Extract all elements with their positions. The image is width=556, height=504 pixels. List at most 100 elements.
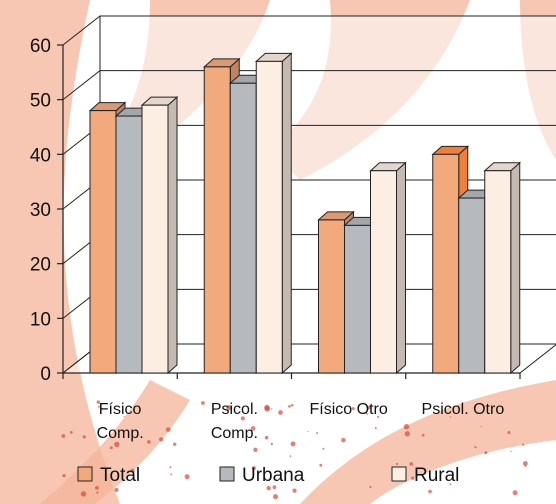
bar-side (167, 96, 178, 375)
bar-front (141, 104, 169, 374)
splatter-dot (288, 405, 291, 408)
splatter-dot (158, 437, 164, 442)
x-category-label: Psicol. Otro (422, 401, 505, 418)
y-axis: 0 10 20 30 40 50 60 (30, 36, 64, 385)
bar-front (89, 110, 117, 374)
splatter-dot (404, 431, 410, 437)
bars (88, 52, 522, 375)
legend: Total Urbana Rural (77, 465, 459, 486)
splatter-dot (510, 450, 512, 453)
splatter-dot (123, 415, 125, 418)
bar-front (370, 170, 397, 374)
splatter-dot (114, 487, 119, 492)
bar-front (432, 153, 460, 374)
splatter-dot (290, 403, 294, 407)
splatter-dot (474, 445, 477, 449)
gridline (62, 70, 556, 101)
bar-front (484, 170, 512, 374)
x-axis: Físico Comp. Psicol. Comp. Físico Otro Psicol… (62, 372, 521, 442)
background-stripe (300, 380, 556, 504)
splatter-dot (200, 401, 205, 405)
splatter-dot (109, 446, 113, 450)
splatter-dot (403, 424, 410, 430)
bar-front (255, 60, 283, 374)
bar-side (396, 161, 406, 375)
splatter-dot (82, 435, 86, 439)
splatter-dot (97, 405, 101, 408)
bar-front (344, 224, 371, 374)
splatter-dot (250, 426, 256, 431)
splatter-dot (316, 432, 319, 434)
splatter-dot (522, 461, 528, 466)
y-tick-label: 30 (30, 200, 51, 221)
splatter-dot (351, 407, 355, 411)
splatter-dot (449, 483, 452, 486)
splatter-dot (411, 476, 415, 480)
splatter-dot (184, 474, 190, 480)
splatter-dot (251, 466, 256, 471)
splatter-dot (264, 404, 270, 411)
splatter-dot (80, 491, 87, 497)
bar-front (458, 197, 486, 374)
background-stripe (0, 0, 120, 504)
splatter-dot (421, 433, 425, 437)
splatter-dot (484, 451, 488, 455)
y-tick-label: 0 (40, 364, 51, 385)
splatter-dot (165, 427, 171, 432)
splatter-dot (264, 435, 269, 440)
bar-rural (140, 96, 179, 375)
splatter-dot (522, 443, 525, 446)
splatter-dot (322, 447, 325, 450)
bar-front (203, 66, 231, 374)
splatter-dot (62, 474, 66, 478)
splatter-dot (292, 488, 297, 493)
splatter-dot (253, 447, 258, 452)
splatter-dot (61, 434, 66, 438)
bar-front (115, 115, 143, 374)
splatter-dot (169, 466, 172, 469)
splatter-dot (290, 441, 296, 447)
splatter-dot (374, 427, 377, 430)
x-category-label: Físico Otro (310, 401, 388, 418)
splatter-dot (96, 491, 99, 494)
splatter-dot (409, 462, 414, 466)
splatter-dot (272, 494, 279, 500)
splatter-dot (147, 440, 151, 444)
bar-rural (483, 161, 522, 375)
splatter-dot (270, 442, 273, 446)
bar-rural (369, 161, 407, 375)
splatter-dot (428, 489, 432, 494)
y-tick-label: 10 (30, 309, 51, 330)
legend-label: Urbana (242, 465, 305, 486)
splatter-dot (95, 486, 99, 490)
splatter-dot (289, 455, 292, 457)
splatter-dot (170, 473, 173, 476)
gridline (62, 15, 556, 46)
splatter-dot (307, 430, 309, 433)
splatter-dot (114, 441, 120, 448)
legend-swatch (219, 466, 235, 482)
splatter-dot (341, 437, 346, 443)
legend-swatch (77, 466, 93, 482)
splatter-dot (395, 462, 399, 466)
splatter-dot (271, 408, 273, 410)
splatter-dot (272, 485, 277, 490)
splatter-dot (512, 490, 518, 496)
legend-item-urbana: Urbana (219, 465, 305, 486)
splatter-dot (365, 412, 368, 415)
bar-side (281, 52, 292, 375)
legend-label: Rural (414, 465, 459, 486)
x-category-label: Psicol. Comp. (211, 401, 258, 442)
splatter-dot (278, 410, 283, 415)
legend-label: Total (100, 465, 140, 486)
splatter-dot (226, 405, 232, 411)
splatter-dot (377, 415, 380, 418)
splatter-dot (319, 463, 323, 467)
splatter-dot (69, 431, 73, 434)
legend-item-rural: Rural (391, 465, 459, 486)
y-tick-label: 60 (30, 36, 51, 57)
splatter-dot (367, 406, 371, 410)
splatter-dot (524, 464, 527, 467)
splatter-dot (449, 416, 452, 418)
